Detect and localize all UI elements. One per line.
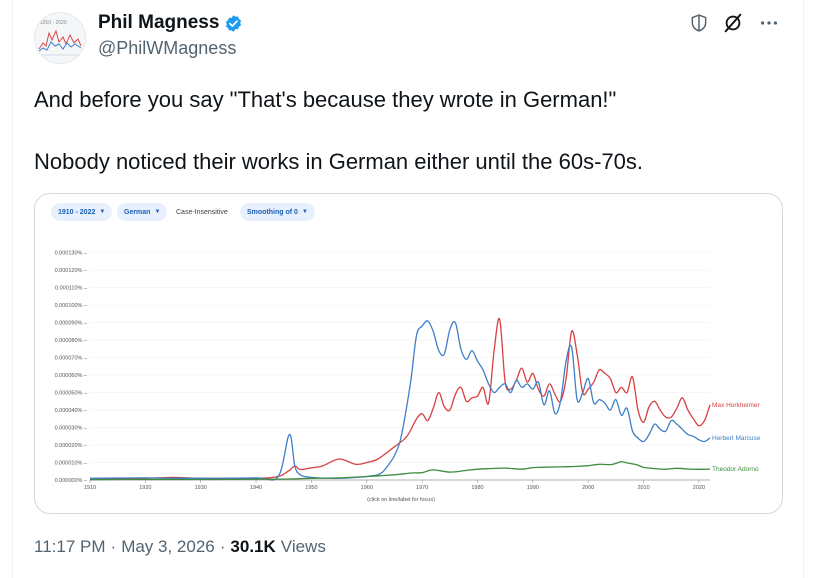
x-tick-label: 1940 [250,485,262,491]
tweet-time[interactable]: 11:17 PM [34,537,106,556]
chart-image-card[interactable]: 1910 - 2022 ▼ German ▼ Case-Insensitive Sm… [34,193,783,514]
x-axis: 1910 1920 1930 1940 1950 1960 1970 1980 1990 2000… [84,479,710,491]
author-name[interactable]: Phil Magness [98,12,220,33]
x-tick-label: 1960 [361,485,373,491]
y-tick-label: 0.000040% – [55,408,88,414]
chevron-down-icon: ▼ [301,209,308,215]
x-tick-label: 1950 [305,485,317,491]
x-tick-label: 1930 [195,485,207,491]
x-tick-label: 2000 [582,485,594,491]
meta-separator: · [110,537,117,556]
y-tick-label: 0.000000% – [55,478,88,484]
y-tick-label: 0.000010% – [55,461,88,467]
verified-badge-icon [224,14,243,33]
smoothing-label: Smoothing of 0 [247,208,298,216]
case-label: Case-Insensitive [176,208,228,216]
avatar[interactable]: 1910 - 2020 [34,12,86,64]
year-range-label: 1910 - 2022 [58,208,96,216]
timeline-border-left [12,0,13,578]
corpus-dropdown[interactable]: German ▼ [117,203,168,221]
views-count: 30.1K [230,537,276,556]
more-options-icon[interactable] [758,12,780,34]
y-tick-label: 0.000110% – [55,286,88,292]
y-tick-label: 0.000090% – [55,321,88,327]
case-toggle[interactable]: Case-Insensitive [169,203,235,221]
smoothing-dropdown[interactable]: Smoothing of 0 ▼ [240,203,315,221]
y-tick-label: 0.000060% – [55,373,88,379]
y-tick-label: 0.000070% – [55,356,88,362]
tweet-text-line-1: And before you say "That's because they … [34,87,617,112]
x-tick-label: 2020 [693,485,705,491]
chart-footnote: (click on line/label for focus) [367,497,435,503]
year-range-dropdown[interactable]: 1910 - 2022 ▼ [51,203,113,221]
corpus-label: German [124,208,151,216]
y-tick-label: 0.000120% – [55,268,88,274]
tweet-date[interactable]: May 3, 2026 [121,537,215,556]
y-tick-label: 0.000100% – [55,303,88,309]
y-tick-label: 0.000030% – [55,426,88,432]
tweet-text-line-2: Nobody noticed their works in German eit… [34,149,643,174]
timeline-border-right [803,0,804,578]
avatar-chart-image: 1910 - 2020 [35,13,85,63]
y-tick-label: 0.000080% – [55,338,88,344]
tweet-meta: 11:17 PM · May 3, 2026 · 30.1K Views [34,537,326,557]
shield-icon[interactable] [688,12,710,34]
series-line-theodor-adorno[interactable] [89,460,711,481]
chevron-down-icon: ▼ [99,209,106,215]
x-tick-label: 1980 [471,485,483,491]
x-tick-label: 1970 [416,485,428,491]
series-labels[interactable]: Max Horkheimer Herbert Marcuse Theodor Ado… [712,402,761,473]
y-tick-label: 0.000020% – [55,443,88,449]
y-tick-label: 0.000130% – [55,251,88,257]
chevron-down-icon: ▼ [154,209,161,215]
series-label-max-horkheimer[interactable]: Max Horkheimer [712,402,761,409]
series-label-herbert-marcuse[interactable]: Herbert Marcuse [712,435,761,442]
chart-series[interactable] [89,317,711,481]
x-tick-label: 1920 [139,485,151,491]
x-tick-label: 1910 [84,485,96,491]
x-tick-label: 1990 [527,485,539,491]
chart-gridlines [90,252,710,463]
meta-separator: · [219,537,226,556]
series-label-theodor-adorno[interactable]: Theodor Adorno [712,466,759,473]
ngram-chart: 0.000000% – 0.000010% – 0.000020% – 0.00003… [55,251,761,503]
y-axis: 0.000000% – 0.000010% – 0.000020% – 0.00003… [55,251,88,484]
series-line-max-horkheimer[interactable] [89,317,711,480]
y-tick-label: 0.000050% – [55,391,88,397]
views-label: Views [280,537,326,556]
x-tick-label: 2010 [637,485,649,491]
author-name-row[interactable]: Phil Magness [98,12,243,34]
grok-icon[interactable] [722,12,744,34]
svg-text:1910 - 2020: 1910 - 2020 [40,20,67,26]
series-line-herbert-marcuse[interactable] [89,320,711,481]
author-handle[interactable]: @PhilWMagness [98,38,237,58]
